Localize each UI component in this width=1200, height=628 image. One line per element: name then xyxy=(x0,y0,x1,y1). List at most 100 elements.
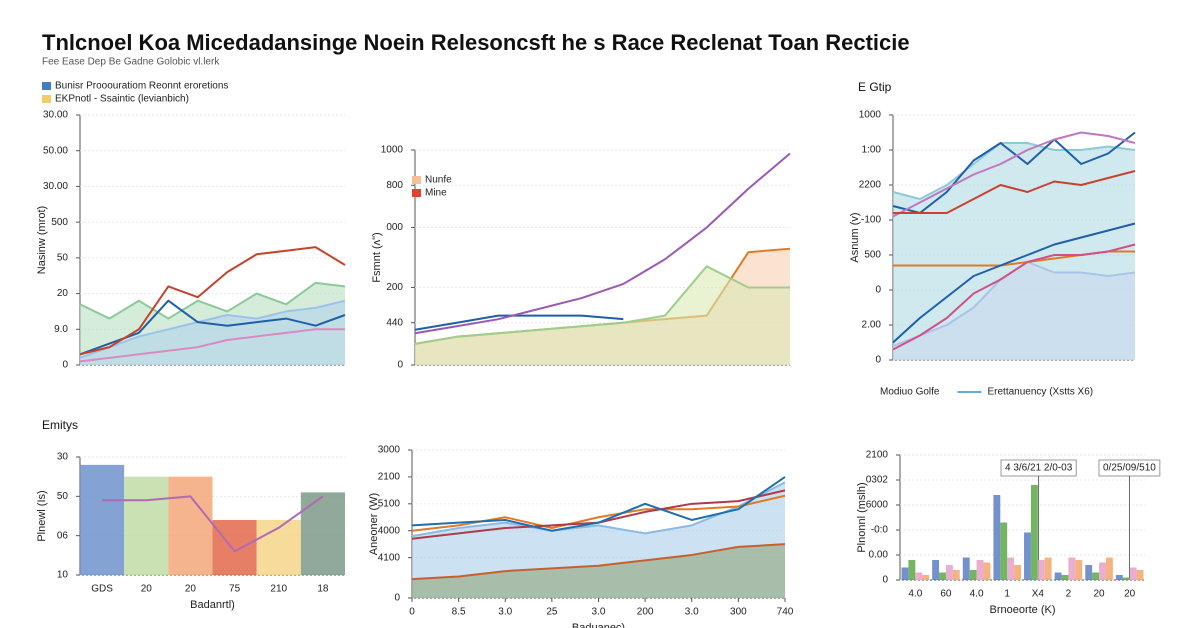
y-tick-label: 500 xyxy=(51,217,68,228)
x-tick-label: 60 xyxy=(940,589,952,600)
x-tick-label: 2 xyxy=(1066,589,1072,600)
line xyxy=(79,246,346,356)
page-subtitle: Fee Ease Dep Be Gadne Golobic vl.lerk xyxy=(42,57,220,68)
y-tick-label: 2.00 xyxy=(862,320,882,331)
line xyxy=(102,495,324,553)
bar xyxy=(1129,567,1137,580)
line xyxy=(414,152,791,335)
x-tick-label: 3.0 xyxy=(592,607,606,618)
y-tick-label: 2100 xyxy=(378,472,401,483)
y-axis-label: Plnonnl (mslh) xyxy=(856,482,868,552)
x-tick-label: 18 xyxy=(317,584,329,595)
line xyxy=(892,222,1136,344)
y-tick-label: 06 xyxy=(57,530,69,541)
y-tick-label: 1000 xyxy=(859,110,882,121)
bar xyxy=(939,572,946,580)
chart-title: Emitys xyxy=(42,418,78,432)
x-tick-label: 200 xyxy=(637,607,654,618)
y-tick-label: 50 xyxy=(57,252,69,263)
bar xyxy=(256,519,301,575)
y-tick-label: 5100 xyxy=(378,498,401,509)
bar xyxy=(976,560,984,580)
y-tick-label: 0 xyxy=(882,575,888,586)
line xyxy=(79,281,346,320)
y-tick-label: 0.00 xyxy=(869,550,889,561)
y-tick-label: 6000 xyxy=(866,500,889,511)
bar xyxy=(945,565,953,580)
bar xyxy=(969,570,977,580)
bar xyxy=(1061,575,1069,580)
bar xyxy=(1105,557,1113,580)
area xyxy=(415,266,790,365)
y-axis-label: Asnum (v) xyxy=(849,212,861,262)
line xyxy=(893,170,1136,214)
y-tick-label: 0 xyxy=(875,355,881,366)
y-tick-label: 1:00 xyxy=(862,145,882,156)
y-tick-label: 30.00 xyxy=(43,110,68,121)
bar xyxy=(1037,560,1045,580)
bar xyxy=(1115,575,1123,580)
bar xyxy=(1136,570,1144,580)
x-tick-label: 1 xyxy=(1004,589,1010,600)
bar xyxy=(901,567,909,580)
y-tick-label: 0 xyxy=(397,360,403,371)
y-tick-label: 4000 xyxy=(378,525,401,536)
y-tick-label: 4100 xyxy=(378,552,401,563)
y-tick-label: 10 xyxy=(57,570,69,581)
y-tick-label: -0:0 xyxy=(871,525,889,536)
y-axis-label: Nasinw (mrot) xyxy=(36,206,48,274)
annotation: 0/25/09/510 xyxy=(1103,463,1156,474)
area xyxy=(412,544,785,598)
bar xyxy=(168,476,213,575)
bar xyxy=(908,560,916,580)
x-tick-label: 0 xyxy=(409,607,415,618)
y-axis-label: Plnewl (Is) xyxy=(36,490,48,541)
y-tick-label: 000 xyxy=(386,222,403,233)
area xyxy=(80,300,345,365)
x-tick-label: 4.0 xyxy=(908,589,922,600)
line xyxy=(892,142,1136,200)
bar xyxy=(1024,532,1031,580)
legend-label: Mine xyxy=(425,188,447,199)
y-tick-label: 2100 xyxy=(866,450,889,461)
y-tick-label: 9.0 xyxy=(54,324,68,335)
bar xyxy=(915,572,923,580)
x-tick-label: GDS xyxy=(91,584,113,595)
bar xyxy=(1099,562,1106,580)
y-tick-label: 30.00 xyxy=(43,181,68,192)
y-tick-label: 800 xyxy=(386,180,403,191)
x-tick-label: 75 xyxy=(229,584,241,595)
bar xyxy=(1085,565,1093,580)
y-tick-label: 0 xyxy=(62,360,68,371)
line xyxy=(892,243,1136,351)
y-tick-label: 30 xyxy=(57,452,69,463)
x-tick-label: 3.0 xyxy=(498,607,512,618)
bar xyxy=(932,560,940,580)
legend-swatch xyxy=(412,189,421,197)
y-tick-label: 3000 xyxy=(378,445,401,456)
annotation: 4 3/6/21 2/0-03 xyxy=(1005,463,1073,474)
bar xyxy=(300,492,345,575)
area xyxy=(893,262,1135,360)
bar xyxy=(983,562,991,580)
line xyxy=(411,543,786,581)
x-tick-label: X4 xyxy=(1032,589,1045,600)
y-axis-label: Fsmnt (ʌ") xyxy=(371,232,383,282)
x-tick-label: 210 xyxy=(270,584,287,595)
bar xyxy=(1030,485,1038,580)
legend-label: Modiuo Golfe xyxy=(880,387,940,398)
y-tick-label: 2200 xyxy=(859,180,882,191)
line xyxy=(414,314,624,331)
page-title: Tnlcnoel Koa Micedadansinge Noein Releso… xyxy=(42,30,910,55)
y-tick-label: 1000 xyxy=(381,145,404,156)
y-tick-label: 50.00 xyxy=(43,145,68,156)
x-axis-label: Badanrtl) xyxy=(190,599,235,611)
x-axis-label: Brnoeorte (K) xyxy=(989,604,1055,616)
x-tick-label: 300 xyxy=(730,607,747,618)
bar xyxy=(1092,572,1100,580)
bar xyxy=(952,570,960,580)
x-tick-label: 20 xyxy=(141,584,153,595)
bar xyxy=(80,464,125,575)
